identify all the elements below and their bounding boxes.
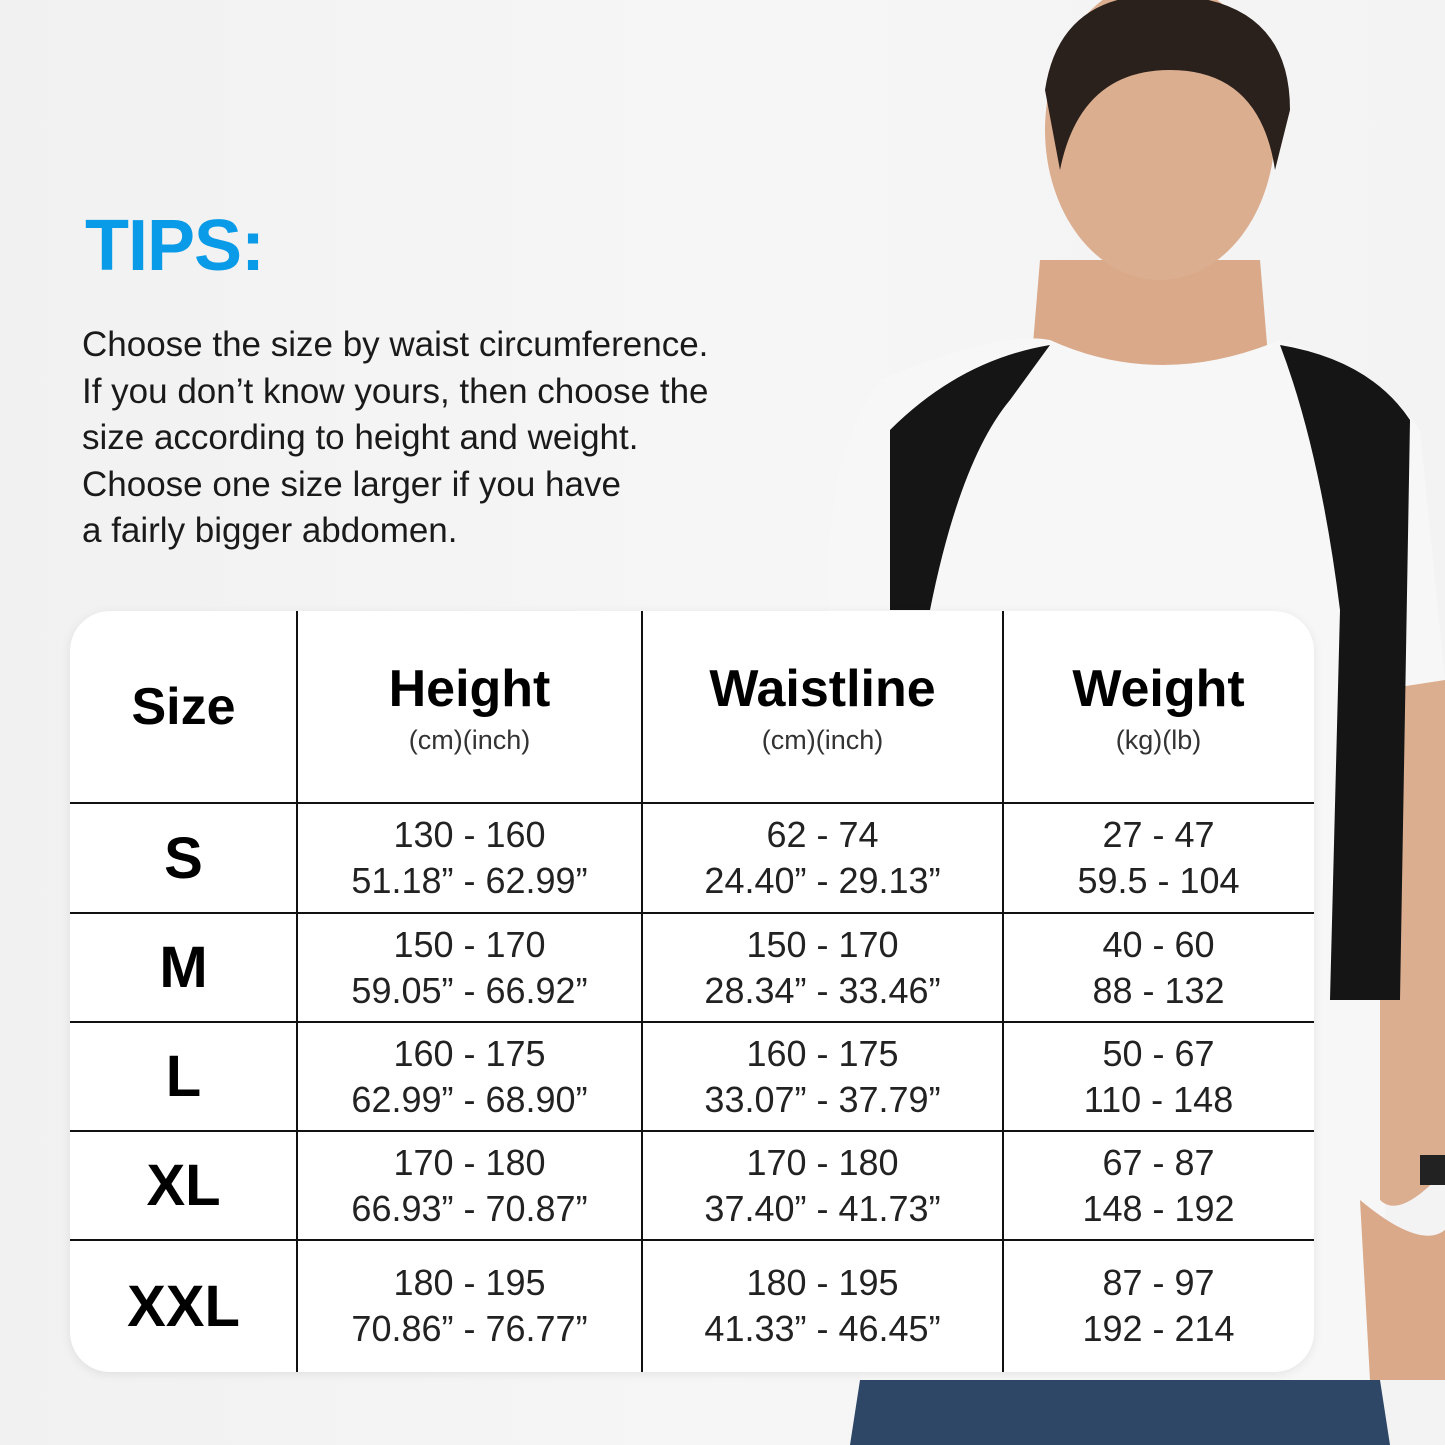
weight-imperial: 148 - 192 [1082, 1187, 1235, 1229]
header-label: Height [388, 659, 551, 718]
column-divider [296, 611, 298, 1372]
weight-metric: 27 - 47 [1102, 814, 1215, 855]
tips-line: If you don’t know yours, then choose the [82, 371, 709, 411]
weight-cell: 27 - 47 59.5 - 104 [1003, 803, 1314, 913]
height-cell: 170 - 180 66.93” - 70.87” [297, 1131, 642, 1240]
waist-cell: 170 - 180 37.40” - 41.73” [642, 1131, 1003, 1240]
height-metric: 150 - 170 [393, 923, 546, 965]
height-cell: 160 - 175 62.99” - 68.90” [297, 1022, 642, 1131]
waist-metric: 180 - 195 [746, 1262, 899, 1303]
size-chart-table: Size Height (cm)(inch) Waistline (cm)(inch) W… [70, 611, 1314, 1372]
height-cell: 180 - 195 70.86” - 76.77” [297, 1240, 642, 1372]
weight-imperial: 88 - 132 [1092, 969, 1225, 1011]
weight-cell: 67 - 87 148 - 192 [1003, 1131, 1314, 1240]
weight-cell: 50 - 67 110 - 148 [1003, 1022, 1314, 1131]
row-divider [70, 1021, 1314, 1023]
waist-metric: 160 - 175 [746, 1032, 899, 1074]
height-imperial: 62.99” - 68.90” [351, 1078, 588, 1120]
waist-imperial: 41.33” - 46.45” [704, 1308, 941, 1349]
waist-metric: 170 - 180 [746, 1141, 899, 1183]
waist-imperial: 33.07” - 37.79” [704, 1078, 941, 1120]
waist-imperial: 28.34” - 33.46” [704, 969, 941, 1011]
header-cell: Height (cm)(inch) [297, 611, 642, 803]
size-cell: L [70, 1022, 297, 1131]
weight-cell: 40 - 60 88 - 132 [1003, 913, 1314, 1022]
height-imperial: 70.86” - 76.77” [351, 1308, 588, 1349]
height-metric: 170 - 180 [393, 1141, 546, 1183]
waist-cell: 180 - 195 41.33” - 46.45” [642, 1240, 1003, 1372]
height-metric: 160 - 175 [393, 1032, 546, 1074]
height-metric: 180 - 195 [393, 1262, 546, 1303]
header-cell: Waistline (cm)(inch) [642, 611, 1003, 803]
header-unit: (cm)(inch) [761, 724, 884, 755]
tips-title: TIPS: [85, 206, 265, 286]
height-imperial: 59.05” - 66.92” [351, 969, 588, 1011]
waist-cell: 160 - 175 33.07” - 37.79” [642, 1022, 1003, 1131]
height-imperial: 66.93” - 70.87” [351, 1187, 588, 1229]
waist-cell: 150 - 170 28.34” - 33.46” [642, 913, 1003, 1022]
header-unit: (kg)(lb) [1115, 724, 1202, 755]
header-label: Size [131, 678, 236, 736]
weight-metric: 67 - 87 [1102, 1141, 1215, 1183]
column-divider [1002, 611, 1004, 1372]
tips-line: Choose one size larger if you have [82, 464, 621, 504]
height-cell: 150 - 170 59.05” - 66.92” [297, 913, 642, 1022]
row-divider [70, 1130, 1314, 1132]
tips-text: Choose the size by waist circumference. … [82, 322, 822, 555]
header-cell: Size [70, 611, 297, 803]
waist-imperial: 24.40” - 29.13” [704, 860, 941, 901]
size-label: S [164, 825, 203, 891]
waist-imperial: 37.40” - 41.73” [704, 1187, 941, 1229]
tips-line: a fairly bigger abdomen. [82, 511, 458, 550]
row-divider [70, 1239, 1314, 1241]
size-cell: S [70, 803, 297, 913]
row-divider [70, 912, 1314, 914]
weight-metric: 40 - 60 [1102, 923, 1215, 965]
weight-metric: 50 - 67 [1102, 1032, 1215, 1074]
size-label: XXL [127, 1273, 240, 1339]
size-cell: M [70, 913, 297, 1022]
header-label: Weight [1072, 659, 1245, 718]
waist-metric: 62 - 74 [766, 814, 879, 855]
header-label: Waistline [709, 659, 936, 718]
size-label: XL [146, 1153, 221, 1218]
row-divider [70, 802, 1314, 804]
weight-imperial: 192 - 214 [1082, 1308, 1235, 1349]
weight-imperial: 59.5 - 104 [1077, 860, 1240, 901]
tips-line: size according to height and weight. [82, 418, 639, 457]
waist-cell: 62 - 74 24.40” - 29.13” [642, 803, 1003, 913]
size-cell: XXL [70, 1240, 297, 1372]
size-cell: XL [70, 1131, 297, 1240]
height-imperial: 51.18” - 62.99” [351, 860, 588, 901]
tips-line: Choose the size by waist circumference. [82, 325, 709, 364]
column-divider [641, 611, 643, 1372]
header-unit: (cm)(inch) [408, 724, 531, 755]
waist-metric: 150 - 170 [746, 923, 899, 965]
weight-metric: 87 - 97 [1102, 1262, 1215, 1303]
height-metric: 130 - 160 [393, 814, 546, 855]
size-label: M [159, 935, 208, 1000]
weight-cell: 87 - 97 192 - 214 [1003, 1240, 1314, 1372]
size-label: L [165, 1044, 202, 1109]
weight-imperial: 110 - 148 [1083, 1078, 1234, 1120]
height-cell: 130 - 160 51.18” - 62.99” [297, 803, 642, 913]
header-cell: Weight (kg)(lb) [1003, 611, 1314, 803]
